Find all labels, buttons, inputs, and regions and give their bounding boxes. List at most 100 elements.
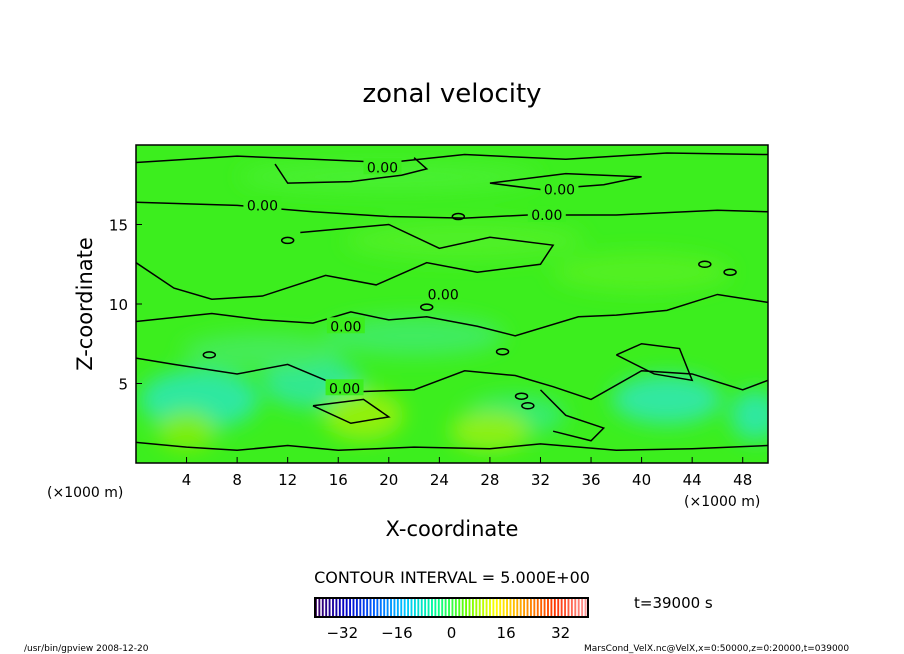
contour-interval-label: CONTOUR INTERVAL = 5.000E+00 (314, 568, 590, 587)
colorbar-swatch (373, 598, 375, 617)
colorbar-swatch (420, 598, 423, 617)
colorbar-swatch (560, 598, 563, 617)
colorbar-tick-label: 32 (551, 624, 570, 642)
colorbar-swatch (325, 598, 328, 617)
contour-line (312, 398, 391, 425)
colorbar-swatch (526, 598, 529, 617)
contour-loop (521, 402, 535, 410)
colorbar-swatch (499, 598, 502, 617)
colorbar-swatch (475, 598, 478, 617)
colorbar-swatch (512, 598, 515, 617)
colorbar-swatch (400, 598, 403, 617)
colorbar-swatch (345, 598, 348, 617)
colorbar-swatch (441, 598, 444, 617)
contour-line (136, 223, 555, 300)
colorbar-swatch (451, 598, 454, 617)
colorbar-swatch (424, 598, 427, 617)
colorbar-swatch (533, 598, 536, 617)
x-tick-label: 4 (182, 471, 192, 489)
colorbar-swatch (355, 598, 358, 617)
colorbar-swatch (332, 598, 334, 617)
colorbar-swatch (352, 598, 355, 617)
colorbar-swatch (417, 598, 420, 617)
colorbar-swatch (478, 598, 481, 617)
contour-loop (514, 392, 529, 400)
colorbar-swatch (407, 598, 410, 617)
field-region (449, 411, 530, 452)
contour-line (615, 342, 694, 382)
contour-loop (280, 236, 295, 245)
colorbar-tick-label: −32 (326, 624, 358, 642)
footer-left: /usr/bin/gpview 2008-12-20 (24, 644, 149, 654)
colorbar-swatch (393, 598, 396, 617)
contour-line (136, 357, 768, 401)
colorbar-swatch (577, 598, 580, 617)
colorbar-swatch (516, 598, 519, 617)
x-tick-label: 28 (480, 471, 499, 489)
colorbar-tick-label: −16 (381, 624, 413, 642)
colorbar-swatch (369, 598, 372, 617)
colorbar-swatch (584, 598, 587, 617)
colorbar-swatch (413, 598, 416, 617)
footer-right: MarsCond_VelX.nc@VelX,x=0:50000,z=0:2000… (584, 644, 849, 654)
field-region (323, 390, 404, 441)
colorbar-swatch (359, 598, 362, 617)
colorbar-swatch (383, 598, 386, 617)
colorbar-swatch (390, 598, 392, 617)
field-region (344, 220, 585, 261)
contour-label: 0.00 (428, 287, 459, 303)
colorbar-swatch (509, 598, 512, 617)
colorbar-swatch (437, 598, 440, 617)
colorbar-swatch (529, 598, 532, 617)
field-region (262, 358, 363, 409)
x-unit-right: (×1000 m) (684, 494, 760, 510)
field (136, 145, 768, 463)
colorbar-swatch (321, 598, 324, 617)
x-tick-label: 44 (683, 471, 702, 489)
contour-label: 0.00 (247, 198, 278, 214)
contour-label: 0.00 (531, 208, 562, 224)
colorbar-swatch (468, 598, 471, 617)
colorbar-swatch (427, 598, 430, 617)
colorbar-swatch (410, 598, 413, 617)
field-region (324, 315, 505, 356)
colorbar-swatch (454, 598, 457, 617)
contour-line (539, 389, 606, 442)
colorbar-swatch (431, 598, 433, 617)
x-tick-label: 20 (379, 471, 398, 489)
contour-label-bg (527, 205, 566, 222)
contour-label: 0.00 (367, 160, 398, 176)
x-tick-label: 40 (632, 471, 651, 489)
colorbar-swatch (502, 598, 505, 617)
colorbar-swatch (581, 598, 584, 617)
colorbar-swatch (471, 598, 474, 617)
contour-loop (495, 347, 510, 356)
colorbar-swatch (570, 598, 573, 617)
colorbar-swatch (489, 598, 491, 617)
colorbar-swatch (543, 598, 546, 617)
colorbar-swatch (461, 598, 464, 617)
colorbar-swatch (376, 598, 379, 617)
field-region (156, 411, 217, 452)
colorbar-swatch (335, 598, 338, 617)
colorbar-swatch (349, 598, 352, 617)
colorbar-swatch (536, 598, 539, 617)
colorbar-swatch (328, 598, 331, 617)
colorbar-swatch (564, 598, 566, 617)
colorbar-swatch (523, 598, 526, 617)
colorbar-swatch (386, 598, 389, 617)
y-axis-label: Z-coordinate (73, 237, 97, 371)
colorbar-swatch (444, 598, 447, 617)
y-tick-label: 10 (109, 296, 128, 314)
colorbar-swatch (366, 598, 369, 617)
colorbar-swatch (396, 598, 399, 617)
x-tick-label: 36 (581, 471, 600, 489)
contour-line (136, 152, 768, 164)
contour-loop (451, 212, 466, 221)
x-tick-label: 24 (430, 471, 449, 489)
contour-label-bg (363, 158, 402, 175)
y-tick-label: 5 (118, 376, 128, 394)
colorbar-swatch (547, 598, 549, 617)
x-tick-label: 16 (329, 471, 348, 489)
